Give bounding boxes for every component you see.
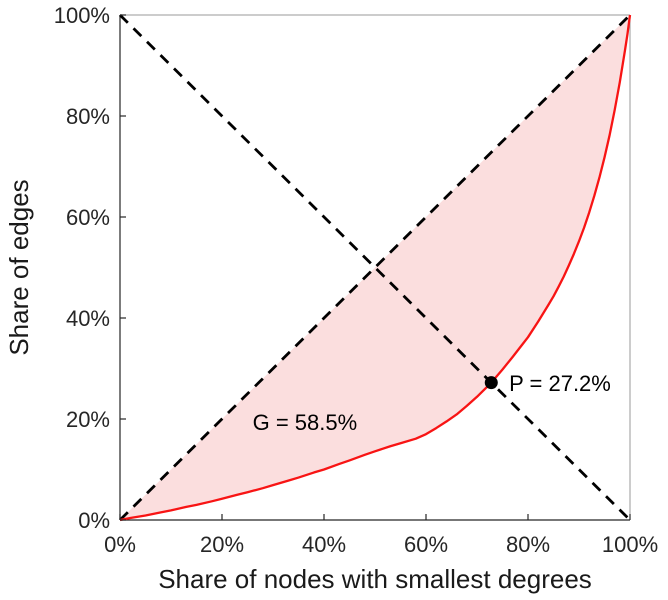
point-annotation: P = 27.2% xyxy=(509,371,611,396)
x-tick-label: 60% xyxy=(404,532,448,557)
y-tick-label: 60% xyxy=(66,205,110,230)
y-tick-label: 20% xyxy=(66,407,110,432)
p-marker xyxy=(484,376,498,390)
plot-box xyxy=(119,14,631,521)
x-tick-label: 20% xyxy=(200,532,244,557)
lorenz-curve-path xyxy=(119,14,632,522)
x-tick-label: 40% xyxy=(302,532,346,557)
y-tick-label: 100% xyxy=(54,3,110,28)
anti-diagonal xyxy=(119,14,631,521)
x-tick-label: 100% xyxy=(602,532,658,557)
y-tick-label: 40% xyxy=(66,306,110,331)
reference-lines xyxy=(119,14,631,521)
equality-line xyxy=(119,14,631,521)
intersection-point xyxy=(484,376,498,390)
y-tick-label: 0% xyxy=(78,508,110,533)
lorenz-curve-line xyxy=(119,14,632,522)
gini-annotation: G = 58.5% xyxy=(253,410,358,435)
axis-ticks: 0% 20% 40% 60% 80% 100% 0% 20% 40% 60% 80% 100% xyxy=(54,3,658,557)
y-axis-label: Share of edges xyxy=(4,179,34,355)
x-tick-label: 0% xyxy=(104,532,136,557)
y-tick-label: 80% xyxy=(66,104,110,129)
x-tick-label: 80% xyxy=(506,532,550,557)
x-axis-label: Share of nodes with smallest degrees xyxy=(158,564,592,594)
